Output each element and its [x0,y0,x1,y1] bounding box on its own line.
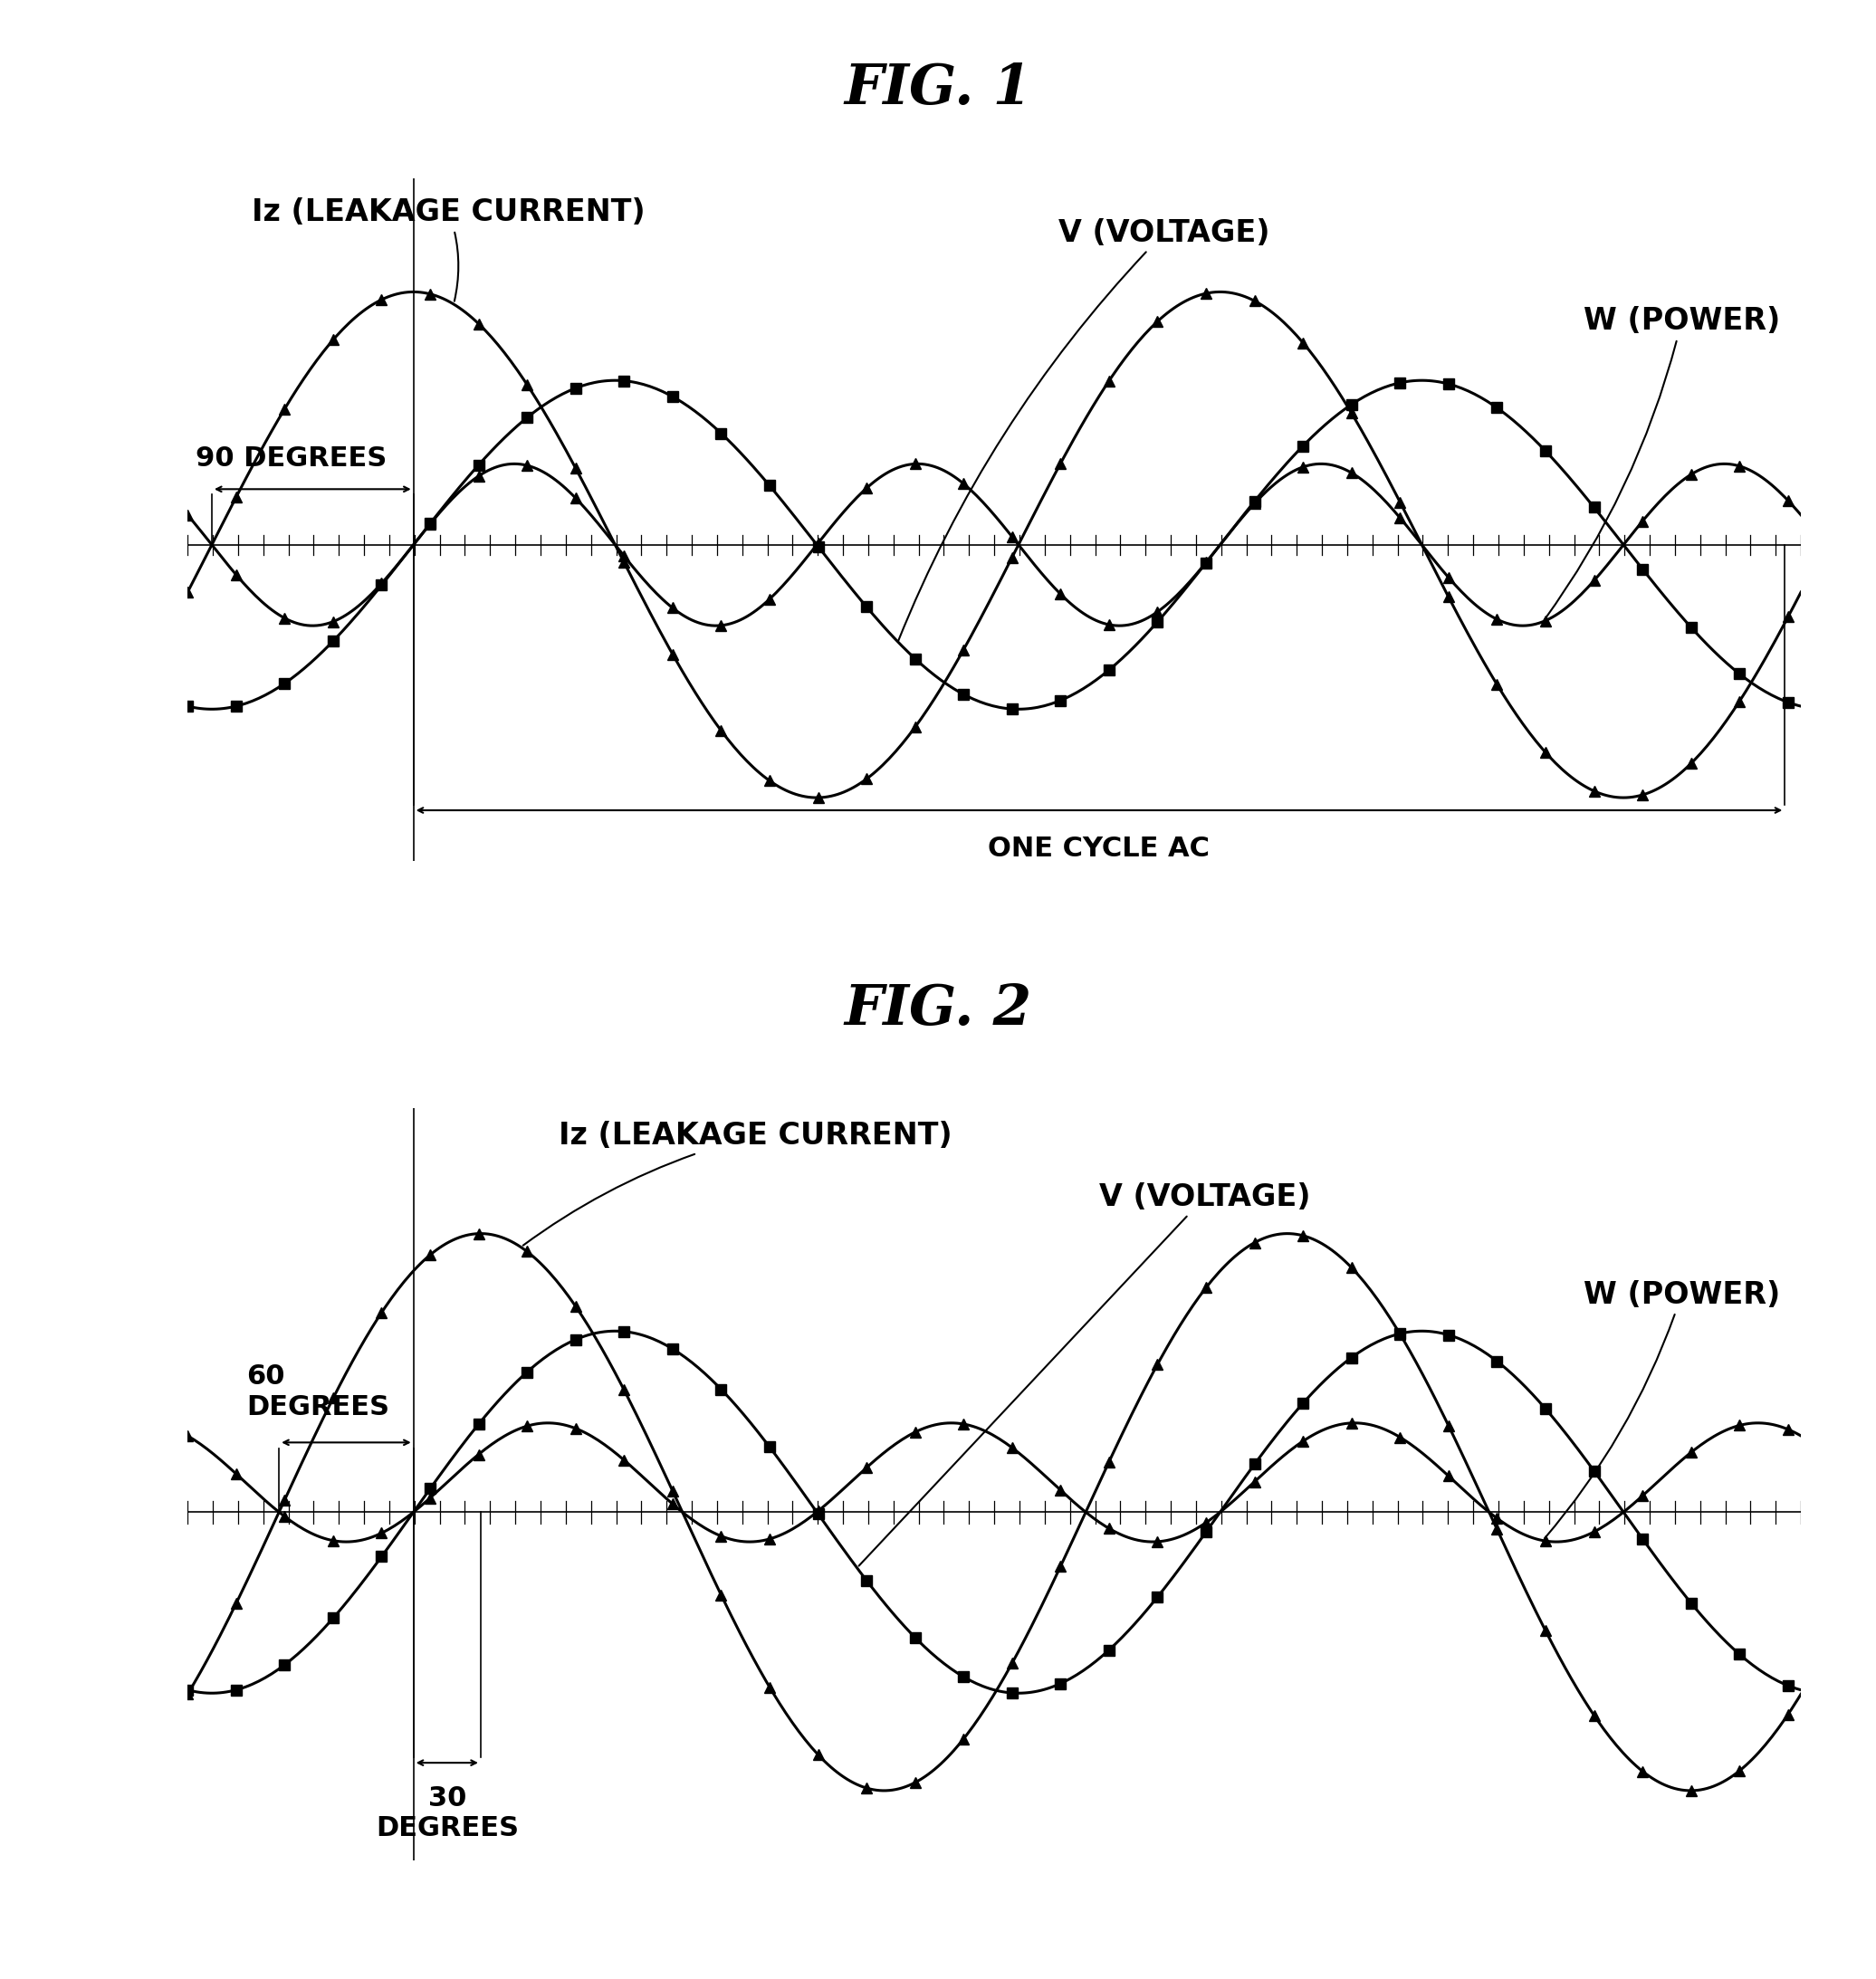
Text: Iz (LEAKAGE CURRENT): Iz (LEAKAGE CURRENT) [523,1120,953,1245]
Text: FIG. 1: FIG. 1 [844,61,1032,117]
Text: 90 DEGREES: 90 DEGREES [195,445,386,471]
Text: 30
DEGREES: 30 DEGREES [375,1785,518,1842]
Text: V (VOLTAGE): V (VOLTAGE) [859,1181,1311,1565]
Text: W (POWER): W (POWER) [1544,1280,1780,1538]
Text: V (VOLTAGE): V (VOLTAGE) [899,218,1270,641]
Text: ONE CYCLE AC: ONE CYCLE AC [989,835,1210,861]
Text: Iz (LEAKAGE CURRENT): Iz (LEAKAGE CURRENT) [251,198,645,301]
Text: FIG. 2: FIG. 2 [844,982,1032,1037]
Text: W (POWER): W (POWER) [1544,307,1780,619]
Text: 60
DEGREES: 60 DEGREES [248,1364,390,1421]
